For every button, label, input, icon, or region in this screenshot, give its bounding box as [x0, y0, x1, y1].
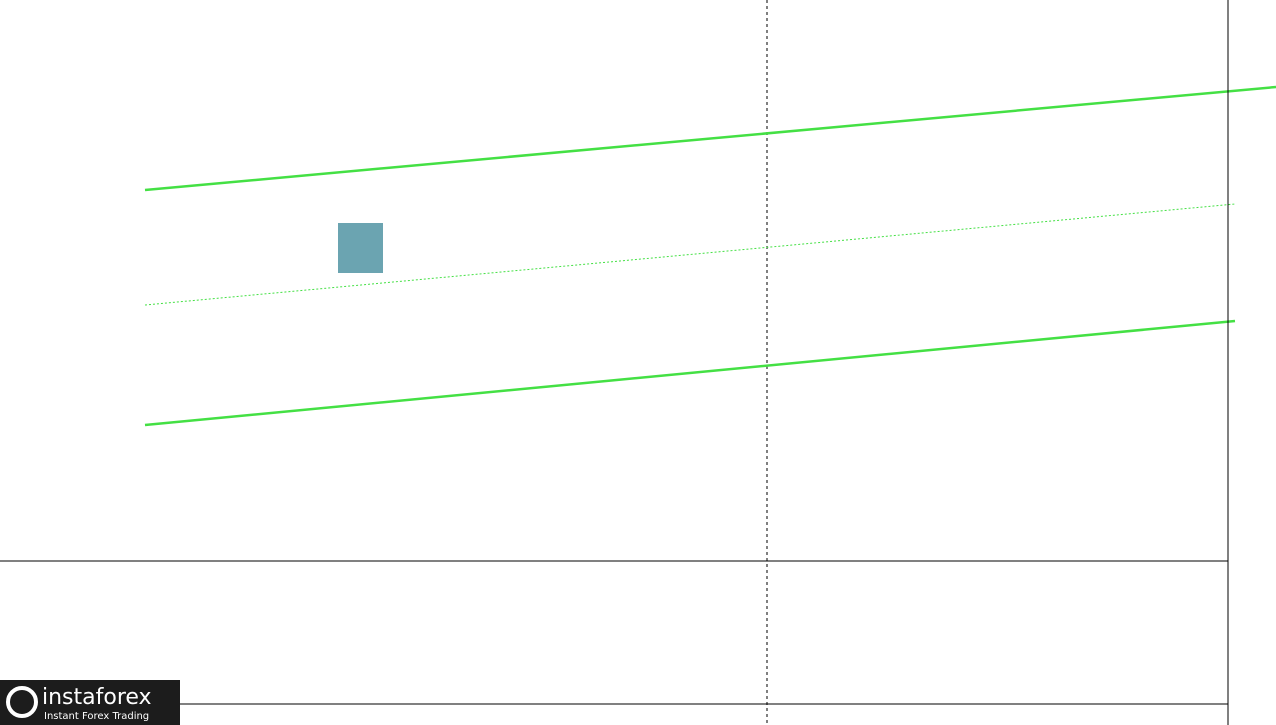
channel-lower	[144, 319, 1236, 427]
channel-mid	[144, 203, 1236, 306]
logo-icon	[6, 686, 38, 718]
logo-name: instaforex	[42, 685, 152, 710]
entry-zone	[338, 223, 383, 273]
logo: instaforex Instant Forex Trading	[0, 680, 180, 725]
logo-tagline: Instant Forex Trading	[44, 711, 149, 722]
channel-upper	[144, 85, 1276, 192]
logo-bg	[0, 680, 180, 725]
